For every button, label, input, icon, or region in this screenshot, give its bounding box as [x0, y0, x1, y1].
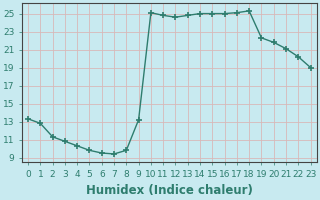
X-axis label: Humidex (Indice chaleur): Humidex (Indice chaleur) — [86, 184, 253, 197]
